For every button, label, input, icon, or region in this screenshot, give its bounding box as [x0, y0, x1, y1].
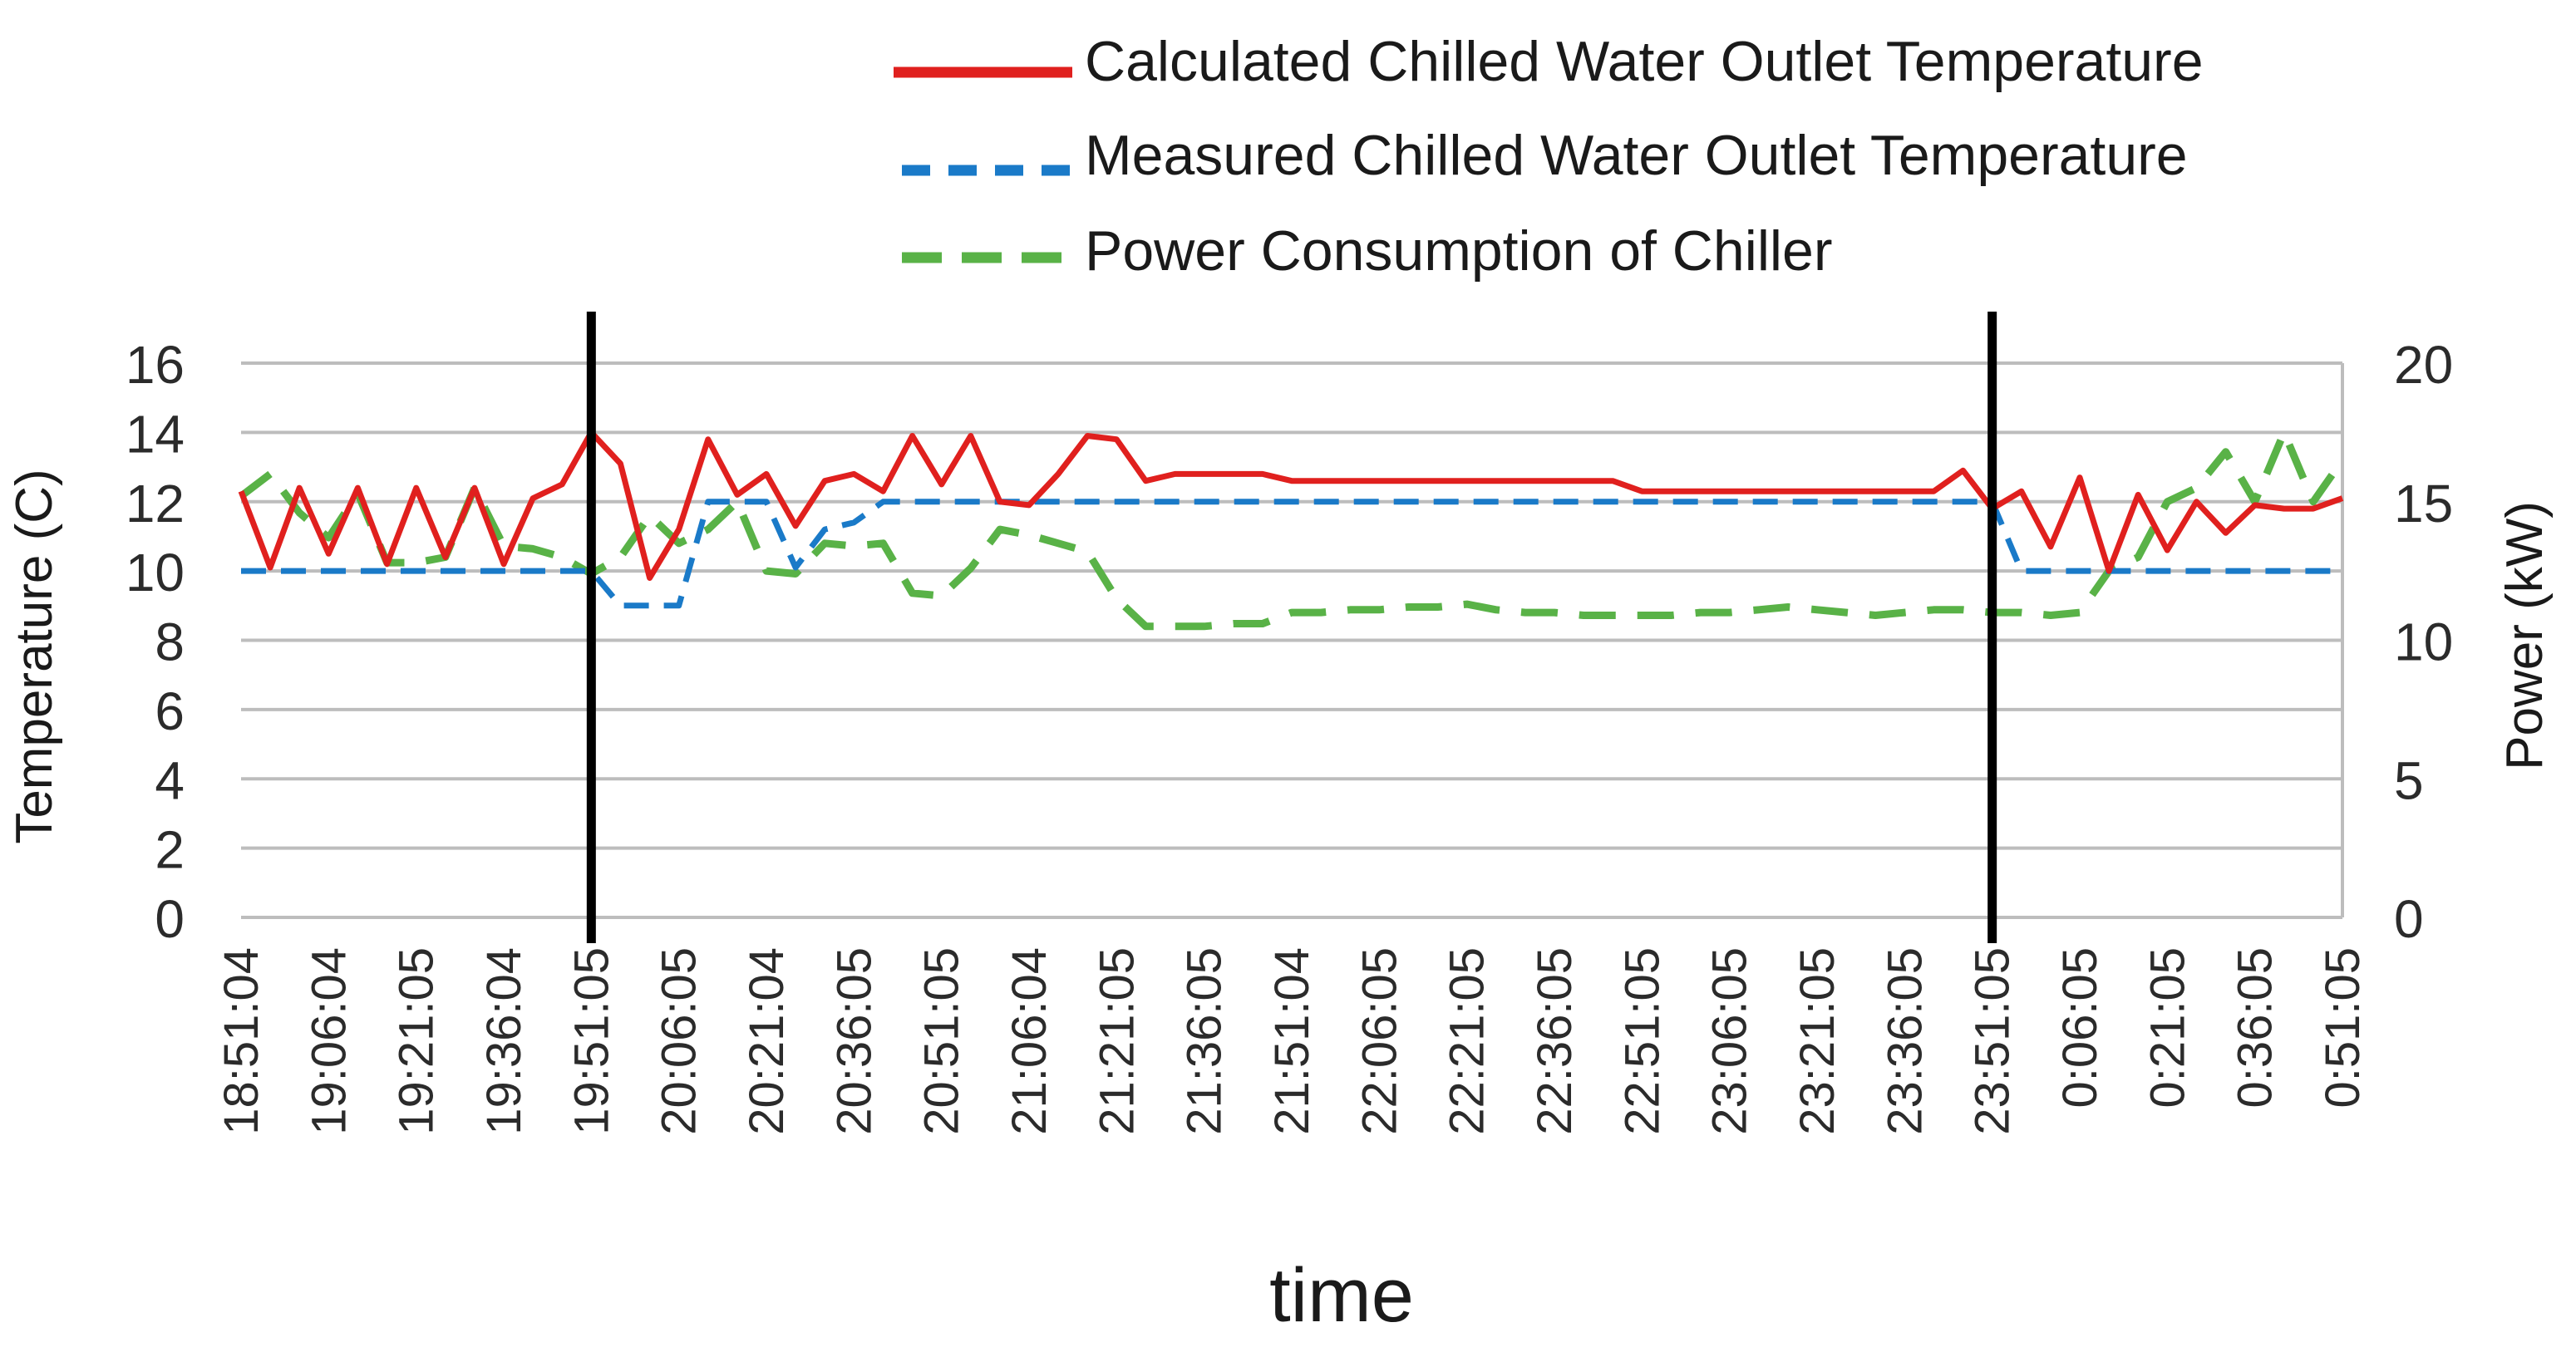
vertical-markers: [586, 312, 1997, 943]
x-tick-label-23: 0:36:05: [2229, 947, 2283, 1109]
x-tick-label-21: 0:06:05: [2053, 947, 2107, 1109]
x-tick-label-16: 22:51:05: [1615, 947, 1669, 1135]
y-tick-label-0: 0: [155, 889, 185, 949]
x-tick-label-19: 23:36:05: [1878, 947, 1932, 1135]
x-tick-label-11: 21:36:05: [1178, 947, 1232, 1135]
x-tick-label-18: 23:21:05: [1790, 947, 1845, 1135]
x-tick-label-15: 22:36:05: [1528, 947, 1582, 1135]
y2-tick-label-3: 15: [2394, 474, 2453, 533]
y-tick-label-3: 6: [155, 681, 185, 741]
y-tick-label-6: 12: [126, 474, 185, 533]
x-axis-title: time: [1269, 1253, 1414, 1338]
legend-label-calculated: Calculated Chilled Water Outlet Temperat…: [1085, 30, 2204, 93]
right-axis-ticks: 0 5 10 15 20: [2394, 335, 2453, 949]
x-tick-label-2: 19:21:05: [390, 947, 444, 1135]
x-tick-label-22: 0:21:05: [2140, 947, 2194, 1109]
y-tick-label-5: 10: [126, 543, 185, 602]
y-tick-label-7: 14: [126, 404, 185, 464]
y-tick-label-4: 8: [155, 612, 185, 672]
x-axis-ticks: 18:51:04 19:06:04 19:21:05 19:36:04 19:51:05…: [214, 947, 2370, 1135]
x-tick-label-3: 19:36:04: [477, 947, 531, 1135]
y-tick-label-2: 4: [155, 750, 185, 810]
x-tick-label-20: 23:51:05: [1966, 947, 2020, 1135]
y2-tick-label-0: 0: [2394, 889, 2424, 949]
x-tick-label-12: 21:51:04: [1265, 947, 1319, 1135]
legend: Calculated Chilled Water Outlet Temperat…: [894, 30, 2204, 283]
y2-tick-label-2: 10: [2394, 612, 2453, 672]
x-tick-label-7: 20:36:05: [827, 947, 881, 1135]
left-axis-ticks: 0 2 4 6 8 10 12 14 16: [126, 335, 185, 949]
x-tick-label-0: 18:51:04: [214, 947, 268, 1135]
x-tick-label-8: 20:51:05: [915, 947, 969, 1135]
y-tick-label-1: 2: [155, 820, 185, 880]
x-tick-label-6: 20:21:04: [740, 947, 794, 1135]
y2-tick-label-1: 5: [2394, 750, 2424, 810]
x-tick-label-24: 0:51:05: [2316, 947, 2370, 1109]
x-tick-label-13: 22:06:05: [1352, 947, 1406, 1135]
x-tick-label-4: 19:51:05: [564, 947, 618, 1135]
y-tick-label-8: 16: [126, 335, 185, 395]
x-tick-label-14: 22:21:05: [1441, 947, 1495, 1135]
x-tick-label-9: 21:06:04: [1002, 947, 1057, 1135]
y-axis-title: Temperature (C): [6, 469, 63, 843]
legend-label-measured: Measured Chilled Water Outlet Temperatur…: [1085, 124, 2188, 187]
x-tick-label-17: 23:06:05: [1703, 947, 1757, 1135]
x-tick-label-5: 20:06:05: [653, 947, 707, 1135]
y2-tick-label-4: 20: [2394, 335, 2453, 395]
legend-label-power: Power Consumption of Chiller: [1085, 219, 1833, 283]
y2-axis-title: Power (kW): [2496, 501, 2554, 770]
x-tick-label-1: 19:06:04: [302, 947, 356, 1135]
x-tick-label-10: 21:21:05: [1090, 947, 1144, 1135]
